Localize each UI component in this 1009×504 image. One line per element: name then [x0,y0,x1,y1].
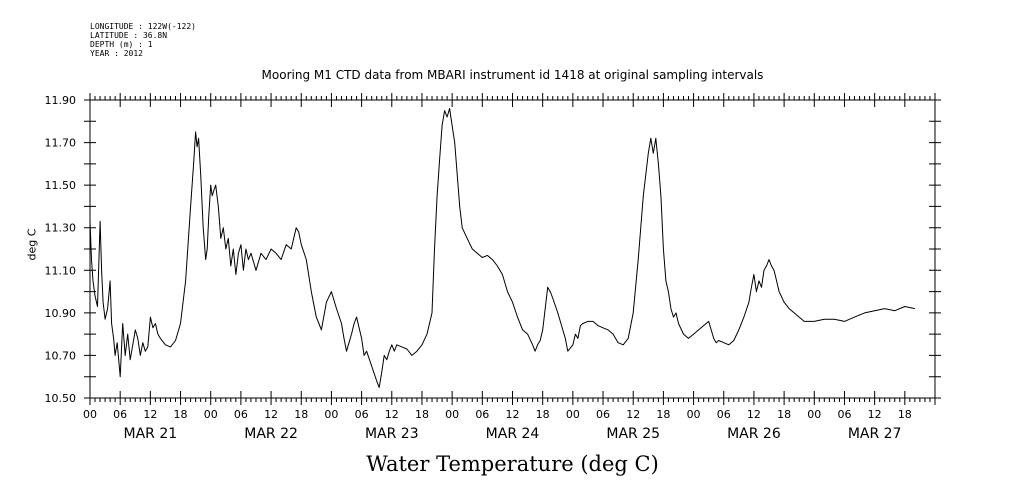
x-tick-label: 06 [234,408,248,421]
x-tick-label: 00 [445,408,459,421]
x-tick-label: 12 [747,408,761,421]
x-tick-label: 18 [898,408,912,421]
x-tick-label: 06 [837,408,851,421]
x-tick-label: 06 [113,408,127,421]
y-tick-label: 11.50 [45,179,77,192]
x-tick-label: 12 [264,408,278,421]
x-tick-label: 00 [566,408,580,421]
x-day-label: MAR 21 [124,426,178,442]
x-tick-label: 18 [294,408,308,421]
x-tick-label: 06 [717,408,731,421]
temperature-series-line [90,109,915,388]
x-tick-label: 18 [536,408,550,421]
x-tick-label: 06 [475,408,489,421]
x-day-label: MAR 26 [727,426,781,442]
y-tick-label: 11.10 [45,264,77,277]
y-tick-label: 10.50 [45,392,77,405]
x-tick-label: 18 [415,408,429,421]
x-tick-label: 06 [596,408,610,421]
plot-frame [90,100,935,398]
x-tick-label: 18 [174,408,188,421]
y-tick-label: 11.70 [45,137,77,150]
x-tick-label: 12 [143,408,157,421]
x-tick-label: 00 [807,408,821,421]
x-day-label: MAR 24 [486,426,540,442]
y-tick-label: 11.30 [45,222,77,235]
x-tick-label: 12 [385,408,399,421]
x-tick-label: 00 [324,408,338,421]
x-tick-label: 00 [204,408,218,421]
x-tick-label: 12 [626,408,640,421]
x-tick-label: 00 [83,408,97,421]
x-tick-label: 06 [355,408,369,421]
x-day-label: MAR 25 [606,426,660,442]
x-tick-label: 12 [868,408,882,421]
x-day-label: MAR 22 [244,426,298,442]
x-day-label: MAR 23 [365,426,419,442]
y-tick-label: 11.90 [45,94,77,107]
y-tick-label: 10.70 [45,349,77,362]
x-tick-label: 12 [506,408,520,421]
x-tick-label: 18 [777,408,791,421]
y-tick-label: 10.90 [45,307,77,320]
x-day-label: MAR 27 [848,426,902,442]
temperature-chart: 10.50 10.70 10.90 11.10 11.30 11.50 11.70 11.90… [0,0,1009,504]
axis-ticks [84,93,941,405]
x-tick-label: 18 [656,408,670,421]
x-tick-label: 00 [687,408,701,421]
